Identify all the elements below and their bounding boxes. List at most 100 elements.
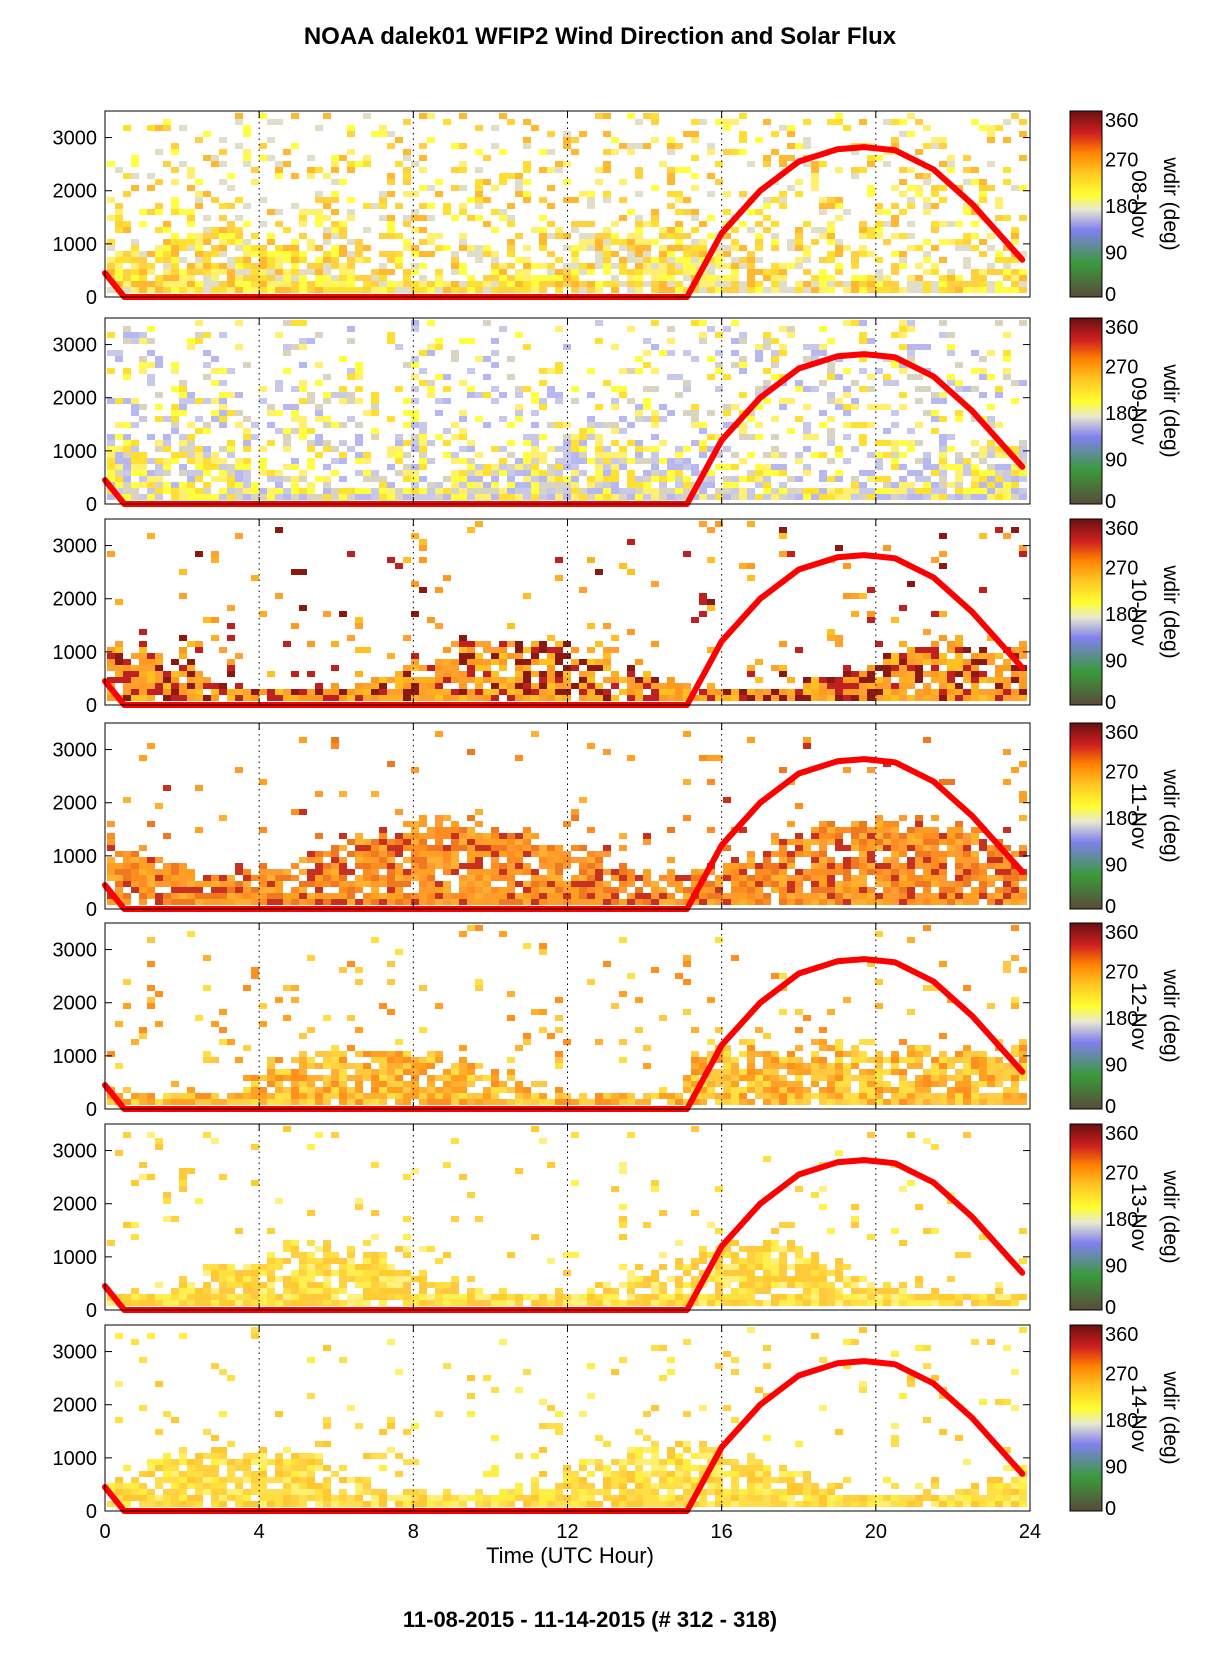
wdir-cell — [723, 263, 731, 269]
wdir-cell — [603, 749, 611, 755]
wdir-cell — [1011, 470, 1019, 476]
wdir-cell — [507, 440, 515, 446]
wdir-cell — [939, 482, 947, 488]
wdir-cell — [827, 689, 835, 695]
wdir-cell — [595, 488, 603, 494]
wdir-cell — [347, 197, 355, 203]
wdir-cell — [115, 251, 123, 257]
wdir-cell — [979, 659, 987, 665]
wdir-cell — [731, 875, 739, 881]
colorbar-tick-label: 360 — [1105, 317, 1138, 339]
wdir-cell — [315, 893, 323, 899]
wdir-cell — [819, 869, 827, 875]
wdir-cell — [331, 875, 339, 881]
wdir-cell — [587, 197, 595, 203]
wdir-cell — [115, 257, 123, 263]
wdir-cell — [443, 386, 451, 392]
wdir-cell — [651, 221, 659, 227]
wdir-cell — [443, 833, 451, 839]
wdir-cell — [155, 446, 163, 452]
wdir-cell — [331, 221, 339, 227]
wdir-cell — [851, 827, 859, 833]
wdir-cell — [275, 119, 283, 125]
wdir-cell — [739, 869, 747, 875]
wdir-cell — [403, 155, 411, 161]
wdir-cell — [435, 1075, 443, 1081]
wdir-cell — [1019, 815, 1027, 821]
wdir-cell — [443, 659, 451, 665]
wdir-cell — [851, 251, 859, 257]
wdir-cell — [899, 191, 907, 197]
wdir-cell — [163, 1099, 171, 1105]
wdir-cell — [283, 695, 291, 701]
wdir-cell — [331, 494, 339, 500]
wdir-cell — [955, 899, 963, 905]
wdir-cell — [851, 671, 859, 677]
wdir-cell — [187, 458, 195, 464]
wdir-cell — [875, 404, 883, 410]
wdir-cell — [467, 749, 475, 755]
wdir-cell — [251, 887, 259, 893]
wdir-cell — [803, 845, 811, 851]
wdir-cell — [755, 386, 763, 392]
wdir-cell — [723, 191, 731, 197]
wdir-cell — [843, 593, 851, 599]
wdir-cell — [411, 440, 419, 446]
wdir-cell — [179, 434, 187, 440]
wdir-cell — [811, 350, 819, 356]
wdir-cell — [155, 227, 163, 233]
wdir-cell — [627, 488, 635, 494]
wdir-cell — [811, 386, 819, 392]
wdir-cell — [467, 476, 475, 482]
wdir-cell — [115, 470, 123, 476]
wdir-cell — [635, 404, 643, 410]
wdir-cell — [339, 452, 347, 458]
wdir-cell — [763, 197, 771, 203]
wdir-cell — [803, 137, 811, 143]
wdir-cell — [555, 863, 563, 869]
wdir-cell — [155, 464, 163, 470]
wdir-cell — [307, 464, 315, 470]
wdir-cell — [475, 452, 483, 458]
wdir-cell — [923, 488, 931, 494]
wdir-cell — [547, 392, 555, 398]
wdir-cell — [939, 476, 947, 482]
wdir-cell — [947, 332, 955, 338]
wdir-cell — [451, 827, 459, 833]
wdir-cell — [195, 245, 203, 251]
wdir-cell — [923, 458, 931, 464]
wdir-cell — [851, 893, 859, 899]
wdir-cell — [547, 635, 555, 641]
wdir-cell — [251, 422, 259, 428]
wdir-cell — [419, 263, 427, 269]
wdir-cell — [707, 410, 715, 416]
wdir-cell — [987, 245, 995, 251]
wdir-cell — [587, 416, 595, 422]
wdir-cell — [555, 398, 563, 404]
wdir-cell — [643, 446, 651, 452]
wdir-cell — [411, 476, 419, 482]
wdir-cell — [715, 179, 723, 185]
wdir-cell — [883, 404, 891, 410]
wdir-cell — [739, 875, 747, 881]
wdir-cell — [179, 875, 187, 881]
wdir-cell — [283, 893, 291, 899]
wdir-cell — [259, 899, 267, 905]
wdir-cell — [507, 374, 515, 380]
wdir-cell — [691, 119, 699, 125]
wdir-cell — [283, 320, 291, 326]
wdir-cell — [859, 494, 867, 500]
wdir-cell — [107, 215, 115, 221]
wdir-cell — [843, 887, 851, 893]
wdir-cell — [171, 863, 179, 869]
wdir-cell — [395, 671, 403, 677]
wdir-cell — [291, 899, 299, 905]
wdir-cell — [203, 398, 211, 404]
wdir-cell — [723, 404, 731, 410]
wdir-cell — [435, 398, 443, 404]
wdir-cell — [427, 665, 435, 671]
wdir-cell — [899, 881, 907, 887]
wdir-cell — [115, 167, 123, 173]
wdir-cell — [811, 161, 819, 167]
wdir-cell — [907, 482, 915, 488]
